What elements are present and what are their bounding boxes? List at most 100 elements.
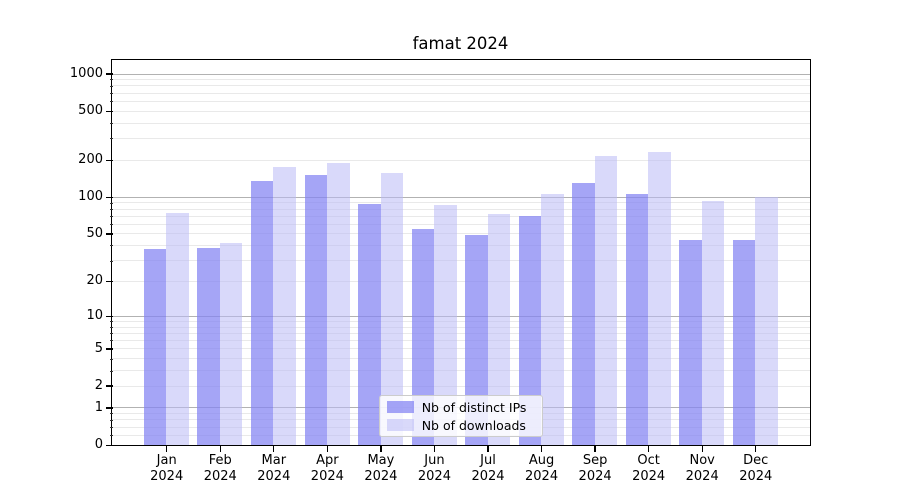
y-tick [106, 73, 113, 75]
x-tick-label: Feb 2024 [188, 453, 252, 486]
chart-title: famat 2024 [412, 34, 509, 53]
y-tick [106, 407, 113, 409]
bar-downloads-oct [648, 152, 671, 445]
gridline-minor [112, 85, 810, 87]
bar-downloads-may [380, 173, 404, 445]
y-tick [106, 315, 113, 317]
bar-distinct-ips-jul [465, 234, 488, 445]
legend-item-distinct-ips: Nb of distinct IPs [386, 399, 535, 415]
x-tick-label-line: Jul [480, 452, 496, 468]
y-minor-tick [109, 92, 113, 94]
y-minor-tick [109, 340, 113, 342]
gridline-minor [112, 245, 810, 247]
bar-distinct-ips-may [358, 204, 381, 445]
x-tick [594, 445, 596, 452]
y-minor-tick [109, 224, 113, 226]
y-minor-tick [109, 245, 113, 247]
x-tick-label: Nov 2024 [670, 453, 734, 486]
y-minor-tick [109, 202, 113, 204]
y-tick [106, 196, 113, 198]
y-minor-tick [109, 419, 113, 421]
gridline-major [112, 196, 810, 198]
bar-distinct-ips-oct [625, 194, 649, 445]
x-tick-label-line: Jan [156, 452, 177, 468]
bar-downloads-nov [701, 200, 725, 445]
y-tick [106, 159, 113, 161]
x-tick-label: Mar 2024 [242, 453, 306, 486]
x-tick-label-line: 2024 [685, 469, 719, 484]
x-tick-label-line: 2024 [310, 469, 344, 484]
x-tick [273, 445, 275, 452]
gridline-minor [112, 122, 810, 124]
gridline-minor [112, 208, 810, 210]
legend-swatch-distinct-ips [386, 400, 414, 414]
y-tick-label: 500 [78, 103, 103, 119]
bar-distinct-ips-aug [518, 215, 542, 445]
x-tick-label-line: 2024 [739, 469, 773, 484]
bar-downloads-feb [219, 242, 243, 445]
x-tick-label-line: Apr [316, 452, 339, 468]
x-tick [219, 445, 221, 452]
y-tick-label: 50 [86, 225, 103, 241]
bar-downloads-jul [487, 214, 511, 445]
bar-downloads-sep [594, 155, 618, 445]
bar-distinct-ips-mar [250, 180, 274, 445]
y-tick-label: 1000 [69, 65, 103, 81]
x-tick [380, 445, 382, 452]
x-tick-label-line: 2024 [632, 469, 666, 484]
x-tick-label: Aug 2024 [510, 453, 574, 486]
x-tick-label-line: 2024 [150, 469, 184, 484]
bar-distinct-ips-jan [143, 249, 167, 445]
x-tick [166, 445, 168, 452]
gridline-minor [112, 138, 810, 140]
x-tick-label-line: Jun [424, 452, 445, 468]
x-tick-label-line: Aug [528, 452, 555, 468]
y-tick-label: 1 [94, 399, 103, 415]
x-tick-label-line: Mar [261, 452, 287, 468]
bars-layer [112, 60, 810, 445]
x-tick-label-line: 2024 [203, 469, 237, 484]
x-tick [326, 445, 328, 452]
y-minor-tick [109, 370, 113, 372]
gridline-minor [112, 202, 810, 204]
y-minor-tick [109, 435, 113, 437]
y-tick-label: 100 [78, 189, 103, 205]
y-tick [106, 385, 113, 387]
y-tick-label: 200 [78, 152, 103, 168]
gridline-minor [112, 233, 810, 235]
y-minor-tick [109, 426, 113, 428]
y-minor-tick [109, 79, 113, 81]
x-tick-label: Apr 2024 [295, 453, 359, 486]
gridline-minor [112, 370, 810, 372]
y-tick-label: 10 [86, 308, 103, 324]
gridline-minor [112, 215, 810, 217]
gridline-major [112, 315, 810, 317]
plot-area: Nb of distinct IPs Nb of downloads [111, 58, 811, 446]
gridline-minor [112, 223, 810, 225]
y-minor-tick [109, 122, 113, 124]
x-tick-label-line: Sep [582, 452, 608, 468]
legend-swatch-downloads [386, 418, 414, 432]
gridline-minor [112, 79, 810, 81]
y-minor-tick [109, 138, 113, 140]
legend-item-downloads: Nb of downloads [386, 418, 535, 433]
legend-label-distinct-ips: Nb of distinct IPs [421, 399, 527, 415]
x-tick-label-line: 2024 [525, 469, 559, 484]
bar-distinct-ips-sep [572, 183, 595, 445]
y-minor-tick [109, 260, 113, 262]
bar-distinct-ips-nov [679, 240, 702, 445]
y-minor-tick [109, 358, 113, 360]
gridline-minor [112, 159, 810, 161]
bar-downloads-apr [327, 162, 350, 445]
y-tick-label: 0 [94, 437, 103, 452]
bar-downloads-dec [755, 196, 778, 445]
x-tick-label-line: 2024 [257, 469, 291, 484]
gridline-minor [112, 100, 810, 102]
y-tick [106, 110, 113, 112]
bar-distinct-ips-apr [304, 175, 328, 445]
x-tick-label-line: 2024 [578, 469, 612, 484]
gridline-major [112, 73, 810, 75]
bar-downloads-aug [541, 193, 564, 445]
legend: Nb of distinct IPs Nb of downloads [378, 395, 543, 438]
